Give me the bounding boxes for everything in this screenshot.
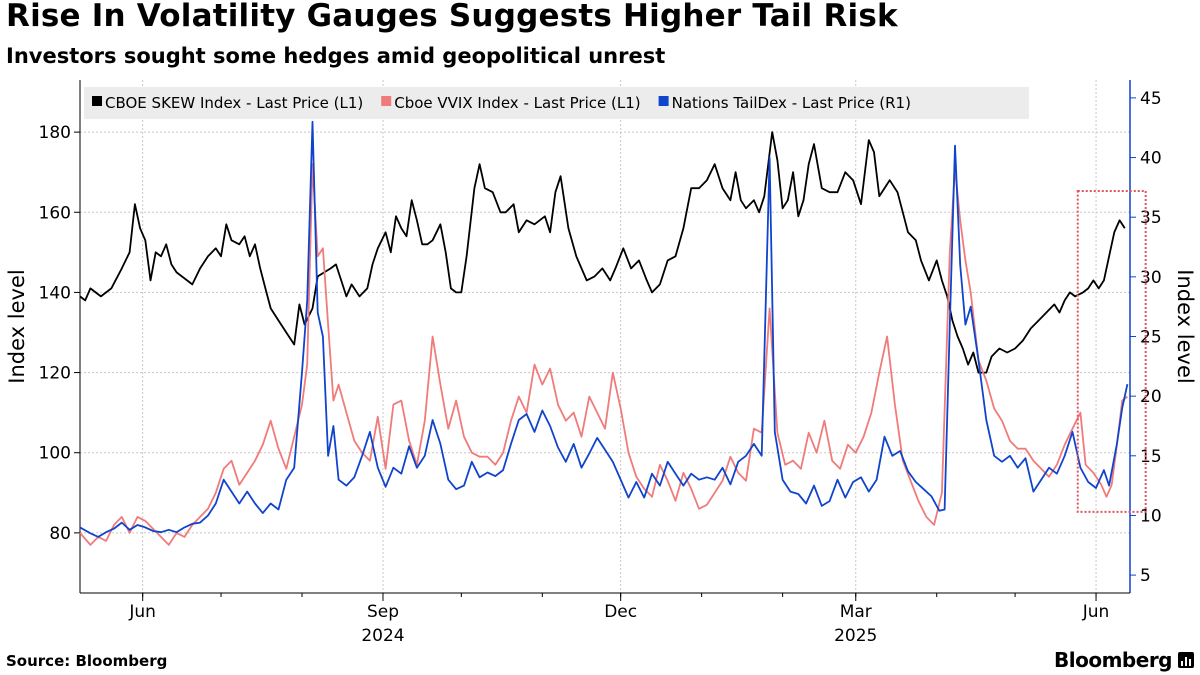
series-line-1 [79, 131, 1126, 374]
left-tick-label: 160 [39, 203, 71, 223]
source-note: Source: Bloomberg [6, 652, 168, 670]
right-tick-label: 40 [1140, 149, 1162, 169]
series-lines [79, 120, 1129, 546]
left-axis-title: Index level [5, 269, 29, 383]
series-line-2 [79, 163, 1128, 546]
x-tick-label: Sep [367, 602, 399, 622]
right-tick-label: 5 [1140, 566, 1151, 586]
x-tick-label: Mar [840, 602, 872, 622]
right-tick-label: 30 [1140, 268, 1162, 288]
right-tick-label: 35 [1140, 208, 1162, 228]
highlight-rectangle [1076, 189, 1147, 513]
right-tick-label: 20 [1140, 387, 1162, 407]
x-tick-label: Jun [1082, 602, 1110, 622]
gridlines [80, 80, 1130, 593]
x-tick-label: Jun [128, 602, 156, 622]
left-tick-label: 100 [39, 444, 71, 464]
chart-subtitle: Investors sought some hedges amid geopol… [6, 44, 666, 68]
left-tick-label: 80 [49, 524, 71, 544]
series-line-3 [79, 120, 1129, 538]
left-tick-label: 140 [39, 283, 71, 303]
legend-background [84, 87, 1029, 119]
brand-name: Bloomberg [1054, 648, 1172, 672]
chart-title: Rise In Volatility Gauges Suggests Highe… [6, 0, 898, 34]
x-tick-label: Dec [604, 602, 637, 622]
left-tick-label: 120 [39, 364, 71, 384]
left-tick-label: 180 [39, 123, 71, 143]
right-tick-label: 25 [1140, 328, 1162, 348]
x-year-label: 2024 [361, 626, 404, 646]
legend-label: Cboe VVIX Index - Last Price (L1) [394, 94, 640, 112]
legend-label: Nations TailDex - Last Price (R1) [672, 94, 911, 112]
legend-swatch [381, 96, 392, 106]
legend-swatch [92, 96, 102, 106]
right-tick-label: 45 [1140, 89, 1162, 109]
legend-label: CBOE SKEW Index - Last Price (L1) [105, 94, 363, 112]
legend-swatch [658, 96, 669, 106]
x-year-label: 2025 [834, 626, 877, 646]
legend: CBOE SKEW Index - Last Price (L1) Cboe VV… [84, 87, 1029, 119]
highlight-box [1076, 189, 1147, 513]
right-tick-label: 15 [1140, 447, 1162, 467]
bar-chart-icon [1178, 652, 1194, 668]
right-axis-title: Index level [1173, 269, 1197, 383]
brand-logo: Bloomberg [1054, 648, 1194, 672]
right-tick-label: 10 [1140, 506, 1162, 526]
